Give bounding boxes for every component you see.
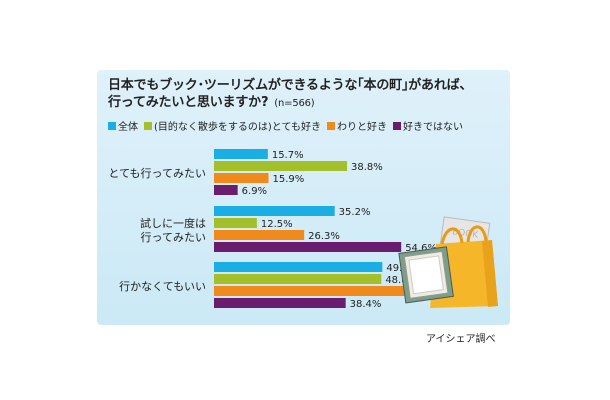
value-label: 38.4% — [350, 299, 382, 310]
bar-2-4 — [214, 242, 402, 252]
legend-swatch — [108, 121, 116, 130]
value-label: 26.3% — [308, 231, 340, 242]
bar-2-3 — [214, 230, 305, 240]
bar-3-2 — [214, 274, 382, 284]
chart-title: 日本でもブック･ツーリズムができるような｢本の町｣があれば、 行ってみたいと思い… — [108, 77, 503, 112]
book-bag-illustration: BOOK — [398, 216, 498, 308]
title-line-2: 行ってみたいと思いますか? (n=566) — [108, 94, 503, 112]
legend-item-4: 好きではない — [393, 118, 463, 133]
legend: 全体 (目的なく散歩をするのは)とても好き わりと好き 好きではない — [108, 118, 508, 133]
bar-3-4 — [214, 298, 346, 308]
title-line-2-text: 行ってみたいと思いますか? — [108, 95, 269, 110]
value-label: 38.8% — [351, 162, 383, 173]
bar-1-2 — [214, 161, 348, 171]
legend-label: (目的なく散歩をするのは)とても好き — [154, 122, 322, 133]
title-line-1: 日本でもブック･ツーリズムができるような｢本の町｣があれば、 — [108, 78, 473, 93]
value-label: 6.9% — [242, 186, 267, 197]
bar-2-1 — [214, 206, 335, 216]
bar-1-3 — [214, 173, 269, 183]
shopping-bag-with-books-icon: BOOK — [398, 216, 498, 308]
legend-item-2: (目的なく散歩をするのは)とても好き — [144, 118, 321, 133]
legend-label: 好きではない — [403, 122, 464, 133]
source-note: アイシェア調べ — [426, 334, 496, 345]
category-label: 行かなくてもいい — [119, 280, 206, 293]
legend-label: 全体 — [118, 122, 138, 133]
category-label: 行ってみたい — [141, 231, 206, 244]
value-label: 15.9% — [273, 174, 305, 185]
category-label: とても行ってみたい — [108, 167, 206, 180]
bar-3-1 — [214, 262, 383, 272]
legend-item-1: 全体 — [108, 118, 138, 133]
legend-swatch — [327, 121, 336, 130]
category-label: 試しに一度は — [140, 216, 206, 230]
value-label: 15.7% — [272, 150, 304, 161]
bar-3-3 — [214, 286, 413, 296]
value-label: 54.6% — [405, 243, 437, 254]
sample-size-label: (n=566) — [274, 98, 315, 109]
value-label: 48.8% — [385, 275, 417, 286]
value-label: 35.2% — [339, 207, 371, 218]
bar-2-2 — [214, 218, 257, 228]
legend-label: わりと好き — [337, 122, 388, 133]
bar-1-4 — [214, 185, 238, 195]
legend-swatch — [393, 121, 402, 130]
bar-1-1 — [214, 149, 268, 159]
legend-swatch — [144, 121, 152, 130]
value-label: 12.5% — [261, 219, 293, 230]
legend-item-3: わりと好き — [327, 118, 387, 133]
